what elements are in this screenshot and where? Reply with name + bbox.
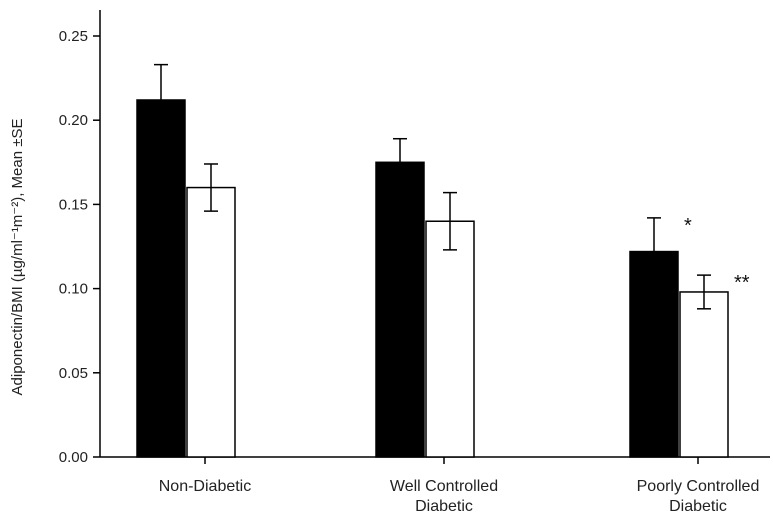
y-tick-label: 0.05 <box>59 365 88 382</box>
bar <box>679 291 729 458</box>
x-tick-label: Non-Diabetic <box>159 478 251 495</box>
bar <box>136 99 186 458</box>
x-tick-label: Poorly Controlled <box>637 478 760 495</box>
significance-label: ** <box>734 272 750 294</box>
bar <box>629 250 679 458</box>
error-bar <box>647 217 661 252</box>
error-bar <box>204 163 218 212</box>
y-tick-label: 0.10 <box>59 281 88 298</box>
x-tick-label: Diabetic <box>669 498 727 515</box>
bar <box>425 220 475 458</box>
y-tick-label: 0.25 <box>59 28 88 45</box>
bar <box>375 161 425 458</box>
bar <box>186 186 236 458</box>
error-bar <box>154 63 168 100</box>
y-tick-label: 0.15 <box>59 196 88 213</box>
significance-label: * <box>684 215 692 237</box>
error-bar <box>443 191 457 251</box>
error-bar <box>697 274 711 310</box>
x-tick-label: Diabetic <box>415 498 473 515</box>
y-tick-label: 0.20 <box>59 112 88 129</box>
y-axis-title: Adiponectin/BMI (µg/ml⁻¹m⁻²), Mean ±SE <box>9 119 26 396</box>
y-axis-title-group: Adiponectin/BMI (µg/ml⁻¹m⁻²), Mean ±SE <box>9 119 26 396</box>
bars <box>136 63 729 458</box>
x-tick-label: Well Controlled <box>390 478 498 495</box>
y-tick-label: 0.00 <box>59 449 88 466</box>
error-bar <box>393 137 407 163</box>
labels: Non-Diabetic Well Controlled Diabetic Poorl… <box>159 215 760 515</box>
